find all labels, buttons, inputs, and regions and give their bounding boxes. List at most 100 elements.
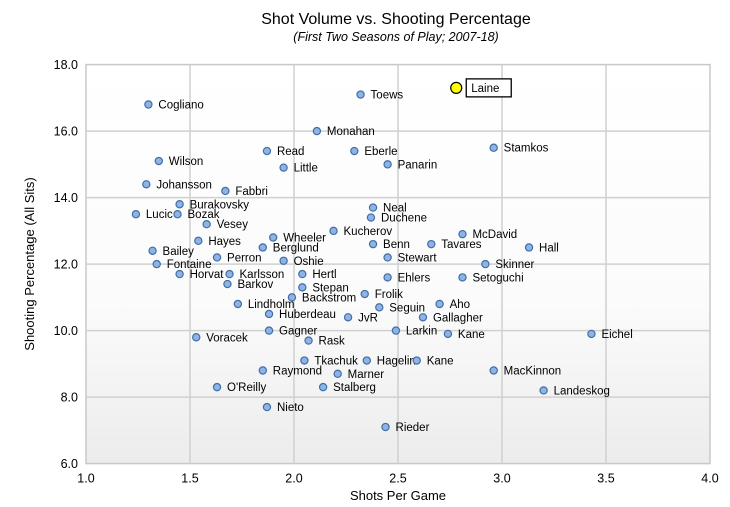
point-label: Raymond — [273, 366, 322, 378]
point-marker — [221, 186, 230, 196]
point-label: Rieder — [396, 422, 430, 434]
point-label: Kane — [458, 329, 485, 341]
point-label: Monahan — [327, 126, 375, 138]
data-point-fontaine: Fontaine — [152, 259, 211, 271]
data-point-gallagher: Gallagher — [418, 312, 483, 324]
y-tick-label: 10.0 — [54, 324, 78, 338]
data-point-rask: Rask — [304, 336, 345, 348]
y-tick-label: 6.0 — [61, 457, 78, 471]
point-marker — [489, 366, 498, 375]
point-label: Stamkos — [504, 143, 549, 155]
data-point-rieder: Rieder — [381, 422, 430, 434]
point-marker — [225, 269, 234, 279]
point-label: Marner — [348, 369, 385, 381]
point-label: Tavares — [441, 239, 482, 251]
point-marker — [202, 219, 211, 229]
point-marker — [212, 253, 222, 262]
point-marker — [333, 369, 342, 379]
point-label: Barkov — [237, 279, 273, 291]
point-label: Setoguchi — [472, 272, 523, 284]
data-point-jvr: JvR — [343, 312, 378, 324]
point-marker — [391, 326, 401, 335]
chart-subtitle: (First Two Seasons of Play; 2007-18) — [293, 30, 498, 44]
point-marker — [458, 229, 467, 239]
data-point-nieto: Nieto — [262, 402, 304, 414]
x-tick-label: 3.0 — [493, 472, 510, 486]
point-label: Hayes — [208, 236, 241, 248]
point-label: Berglund — [273, 242, 319, 254]
point-label: Bozak — [188, 209, 220, 221]
point-label: Kane — [427, 356, 454, 368]
point-marker — [539, 386, 548, 395]
point-marker — [360, 289, 369, 299]
point-label: Gallagher — [433, 312, 483, 324]
data-point-panarin: Panarin — [383, 159, 437, 171]
point-marker — [381, 422, 390, 432]
point-marker — [350, 146, 359, 156]
data-point-johansson: Johansson — [142, 179, 212, 191]
gridlines — [86, 64, 710, 464]
point-marker — [279, 256, 288, 265]
data-point-marner: Marner — [333, 369, 385, 381]
data-point-mackinnon: MacKinnon — [489, 366, 561, 378]
point-marker — [212, 382, 222, 392]
data-point-duchene: Duchene — [366, 213, 427, 225]
point-label: Backstrom — [302, 292, 356, 304]
y-tick-label: 18.0 — [54, 58, 78, 72]
point-label: Cogliano — [158, 100, 203, 112]
data-point-hayes: Hayes — [194, 236, 241, 248]
point-label: Wilson — [169, 156, 204, 168]
point-marker — [192, 333, 201, 342]
point-label: Skinner — [495, 259, 534, 271]
point-marker — [318, 382, 328, 392]
x-tick-label: 2.5 — [389, 472, 406, 486]
y-tick-label: 8.0 — [61, 391, 78, 405]
point-label: Duchene — [381, 213, 427, 225]
data-point-benn: Benn — [368, 239, 410, 251]
x-tick-label: 4.0 — [701, 472, 718, 486]
y-tick-label: 12.0 — [54, 258, 78, 272]
data-point-tavares: Tavares — [427, 239, 482, 251]
point-marker — [258, 366, 267, 375]
x-tick-label: 2.0 — [285, 472, 302, 486]
data-point-hagelin: Hagelin — [362, 356, 416, 368]
point-marker — [343, 313, 353, 322]
point-label: Tkachuk — [314, 356, 358, 368]
point-marker — [175, 269, 184, 279]
point-label: Larkin — [406, 326, 437, 338]
point-label: Seguin — [389, 302, 425, 314]
point-label: Laine — [471, 83, 499, 95]
data-point-skinner: Skinner — [481, 259, 535, 271]
data-point-gagner: Gagner — [264, 326, 318, 338]
data-point-kane: Kane — [443, 329, 485, 341]
point-marker — [304, 336, 313, 345]
point-marker — [264, 309, 274, 319]
point-marker — [194, 236, 203, 246]
point-marker — [298, 283, 307, 292]
point-label: Gagner — [279, 326, 318, 338]
data-point-read: Read — [262, 146, 304, 158]
point-marker — [223, 279, 232, 289]
point-marker — [262, 146, 272, 156]
data-point-setoguchi: Setoguchi — [458, 272, 524, 284]
point-marker — [329, 226, 338, 236]
data-point-lucic: Lucic — [131, 209, 173, 221]
data-point-kane: Kane — [412, 356, 454, 368]
point-label: Oshie — [294, 256, 324, 268]
data-point-monahan: Monahan — [312, 126, 375, 138]
point-marker — [366, 213, 376, 222]
data-point-burakovsky: Burakovsky — [175, 199, 249, 211]
point-marker — [524, 243, 534, 252]
data-point-perron: Perron — [212, 252, 262, 264]
data-point-wheeler: Wheeler — [269, 233, 326, 245]
point-marker — [368, 239, 378, 249]
x-tick-label: 3.5 — [597, 472, 614, 486]
point-label: Fabbri — [235, 186, 268, 198]
data-point-fabbri: Fabbri — [221, 186, 268, 198]
point-label: Vesey — [217, 219, 249, 231]
point-marker — [587, 329, 596, 339]
point-label: Karlsson — [240, 269, 285, 281]
point-marker — [279, 163, 288, 172]
point-label: Hall — [539, 242, 559, 254]
